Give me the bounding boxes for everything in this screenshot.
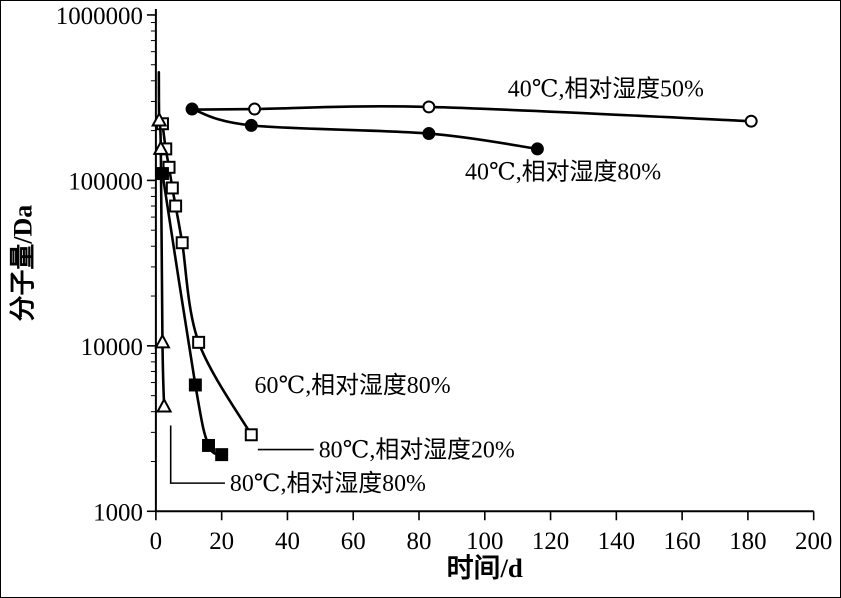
y-tick-label: 1000 (93, 499, 143, 526)
x-tick-label: 20 (209, 528, 234, 555)
series-line (190, 107, 539, 151)
axes: 0 20 40 60 80 100 120 140 160 180 200 1000 10000 1000… (56, 3, 833, 555)
series-4 (151, 71, 173, 413)
marker-filled-circle (422, 127, 436, 141)
x-tick-label: 120 (532, 528, 569, 555)
x-tick-label: 60 (341, 528, 366, 555)
marker-filled-square (188, 378, 202, 392)
series-0 (197, 100, 758, 128)
x-axis-title: 时间/d (447, 553, 523, 583)
series-label: 80℃,相对湿度80% (230, 470, 426, 497)
y-tick-label: 100000 (68, 168, 143, 195)
series-line (161, 172, 223, 456)
series-line (197, 105, 753, 123)
x-tick-label: 200 (795, 528, 832, 555)
x-tick-label: 160 (663, 528, 700, 555)
marker-open-square (175, 236, 189, 250)
marker-filled-circle (244, 118, 258, 132)
x-tick-label: 100 (466, 528, 503, 555)
series-label: 60℃,相对湿度80% (255, 372, 451, 399)
marker-open-circle (248, 102, 262, 116)
marker-open-square (192, 335, 206, 349)
series-label: 40℃,相对湿度80% (465, 159, 661, 186)
marker-open-square (244, 428, 258, 442)
marker-open-square (169, 199, 183, 213)
y-tick-label: 10000 (81, 334, 143, 361)
marker-filled-square (202, 438, 215, 452)
series-label: 40℃,相对湿度50% (508, 75, 704, 102)
x-tick-label: 80 (407, 528, 432, 555)
x-tick-label: 180 (729, 528, 766, 555)
marker-open-triangle (151, 111, 168, 127)
marker-open-triangle (155, 397, 173, 413)
series-line (161, 122, 253, 437)
series-3 (155, 167, 229, 462)
annotation-leader (169, 425, 225, 484)
marker-filled-square (155, 167, 169, 181)
marker-filled-circle (530, 142, 544, 156)
series-2 (155, 117, 258, 442)
marker-open-circle (422, 100, 436, 114)
marker-open-triangle (152, 139, 169, 155)
y-axis-title: 分子量/Da (8, 205, 37, 322)
x-tick-label: 0 (150, 528, 162, 555)
y-tick-label: 1000000 (56, 3, 143, 30)
marker-open-square (165, 181, 179, 195)
series-1 (185, 102, 544, 156)
marker-filled-circle (185, 102, 199, 116)
x-tick-label: 140 (598, 528, 635, 555)
marker-open-triangle (154, 333, 171, 349)
x-tick-label: 40 (275, 528, 300, 555)
marker-open-circle (744, 114, 758, 128)
series-label: 80℃,相对湿度20% (319, 437, 515, 464)
marker-filled-square (215, 448, 229, 462)
